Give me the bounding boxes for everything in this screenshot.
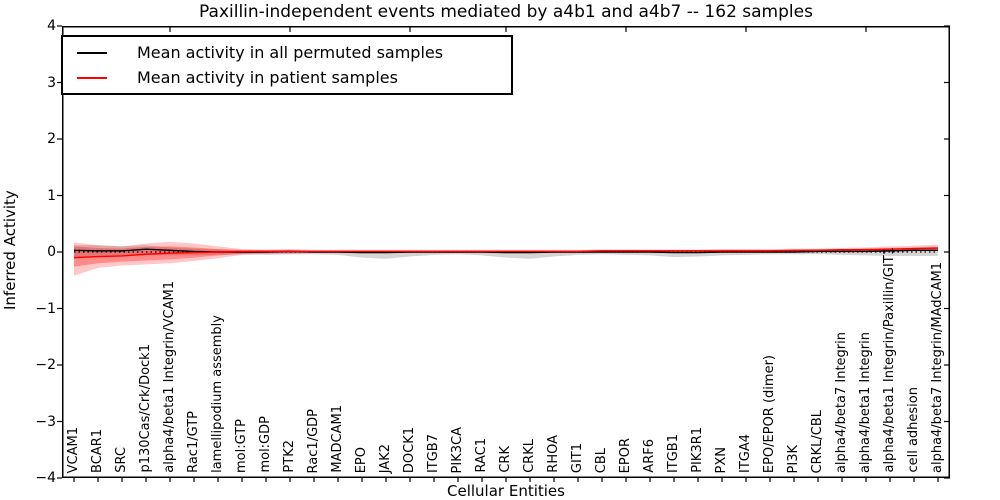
x-tick-label: MADCAM1 (330, 405, 345, 473)
x-tick-label: p130Cas/Crk/Dock1 (138, 344, 153, 473)
y-tick-label: −2 (35, 357, 56, 373)
x-tick-label: cell adhesion (906, 387, 921, 473)
y-tick-label: −1 (35, 300, 56, 317)
x-tick-label: PIK3CA (450, 426, 465, 473)
x-tick-label: PIK3R1 (690, 427, 705, 473)
band-patient-sample-range-outer (74, 241, 938, 276)
x-tick-label: alpha4/beta1 Integrin (858, 331, 873, 473)
x-tick-label: CRKL/CBL (810, 409, 825, 474)
legend-line-patient-icon (77, 76, 107, 79)
legend-label-permuted: Mean activity in all permuted samples (137, 43, 444, 62)
x-axis-label: Cellular Entities (447, 482, 565, 500)
y-tick-label: 3 (47, 74, 56, 91)
x-tick-label: RAC1 (474, 438, 489, 473)
x-tick-label: CRK (498, 446, 513, 473)
x-tick-label: EPOR (618, 437, 633, 473)
x-tick-label: CBL (594, 447, 609, 473)
x-tick-label: EPO (354, 446, 369, 473)
x-tick-label: EPO/EPOR (dimer) (762, 354, 777, 473)
x-tick-label: ARF6 (642, 439, 657, 473)
x-tick-label: PXN (714, 446, 729, 473)
x-tick-label: PTK2 (282, 440, 297, 473)
series-line-patient (73, 247, 939, 259)
x-tick-label: CRKL (522, 439, 537, 473)
y-tick-label: −4 (35, 470, 56, 486)
x-tick-label: RHOA (546, 435, 561, 473)
x-tick-label: mol:GDP (258, 416, 273, 473)
y-tick-label: 2 (47, 131, 56, 147)
x-tick-label: ITGA4 (738, 433, 753, 473)
x-tick-label: alpha4/beta1 Integrin/VCAM1 (162, 281, 177, 473)
legend-label-patient: Mean activity in patient samples (137, 68, 398, 87)
legend-entry-permuted: Mean activity in all permuted samples (63, 43, 511, 62)
y-tick-label: 4 (47, 18, 56, 34)
chart-title: Paxillin-independent events mediated by … (199, 2, 813, 22)
legend-line-permuted-icon (77, 51, 107, 54)
x-tick-label: VCAM1 (66, 426, 81, 473)
x-tick-label: mol:GTP (234, 419, 249, 473)
x-tick-label: Rac1/GTP (186, 411, 201, 473)
x-tick-label: alpha4/beta7 Integrin/MAdCAM1 (930, 262, 945, 473)
x-tick-label: alpha4/beta1 Integrin/Paxillin/GIT1 (882, 247, 897, 473)
x-tick-label: SRC (114, 447, 129, 473)
x-tick-label: BCAR1 (90, 429, 105, 473)
x-tick-label: alpha4/beta7 Integrin (834, 331, 849, 473)
legend: Mean activity in all permuted samples Me… (61, 35, 513, 95)
x-tick-label: GIT1 (570, 442, 585, 473)
x-tick-label: lamellipodium assembly (210, 315, 225, 473)
y-tick-label: −3 (35, 413, 56, 430)
plot-area (57, 25, 950, 482)
legend-entry-patient: Mean activity in patient samples (63, 68, 511, 87)
x-tick-label: ITGB1 (666, 433, 681, 473)
y-tick-label: 0 (47, 244, 56, 260)
x-tick-label: JAK2 (378, 443, 393, 473)
x-tick-label: Rac1/GDP (306, 408, 321, 473)
y-tick-label: 1 (47, 187, 56, 204)
x-tick-label: PI3K (786, 444, 801, 473)
x-tick-label: ITGB7 (426, 433, 441, 473)
x-tick-label: DOCK1 (402, 426, 417, 473)
